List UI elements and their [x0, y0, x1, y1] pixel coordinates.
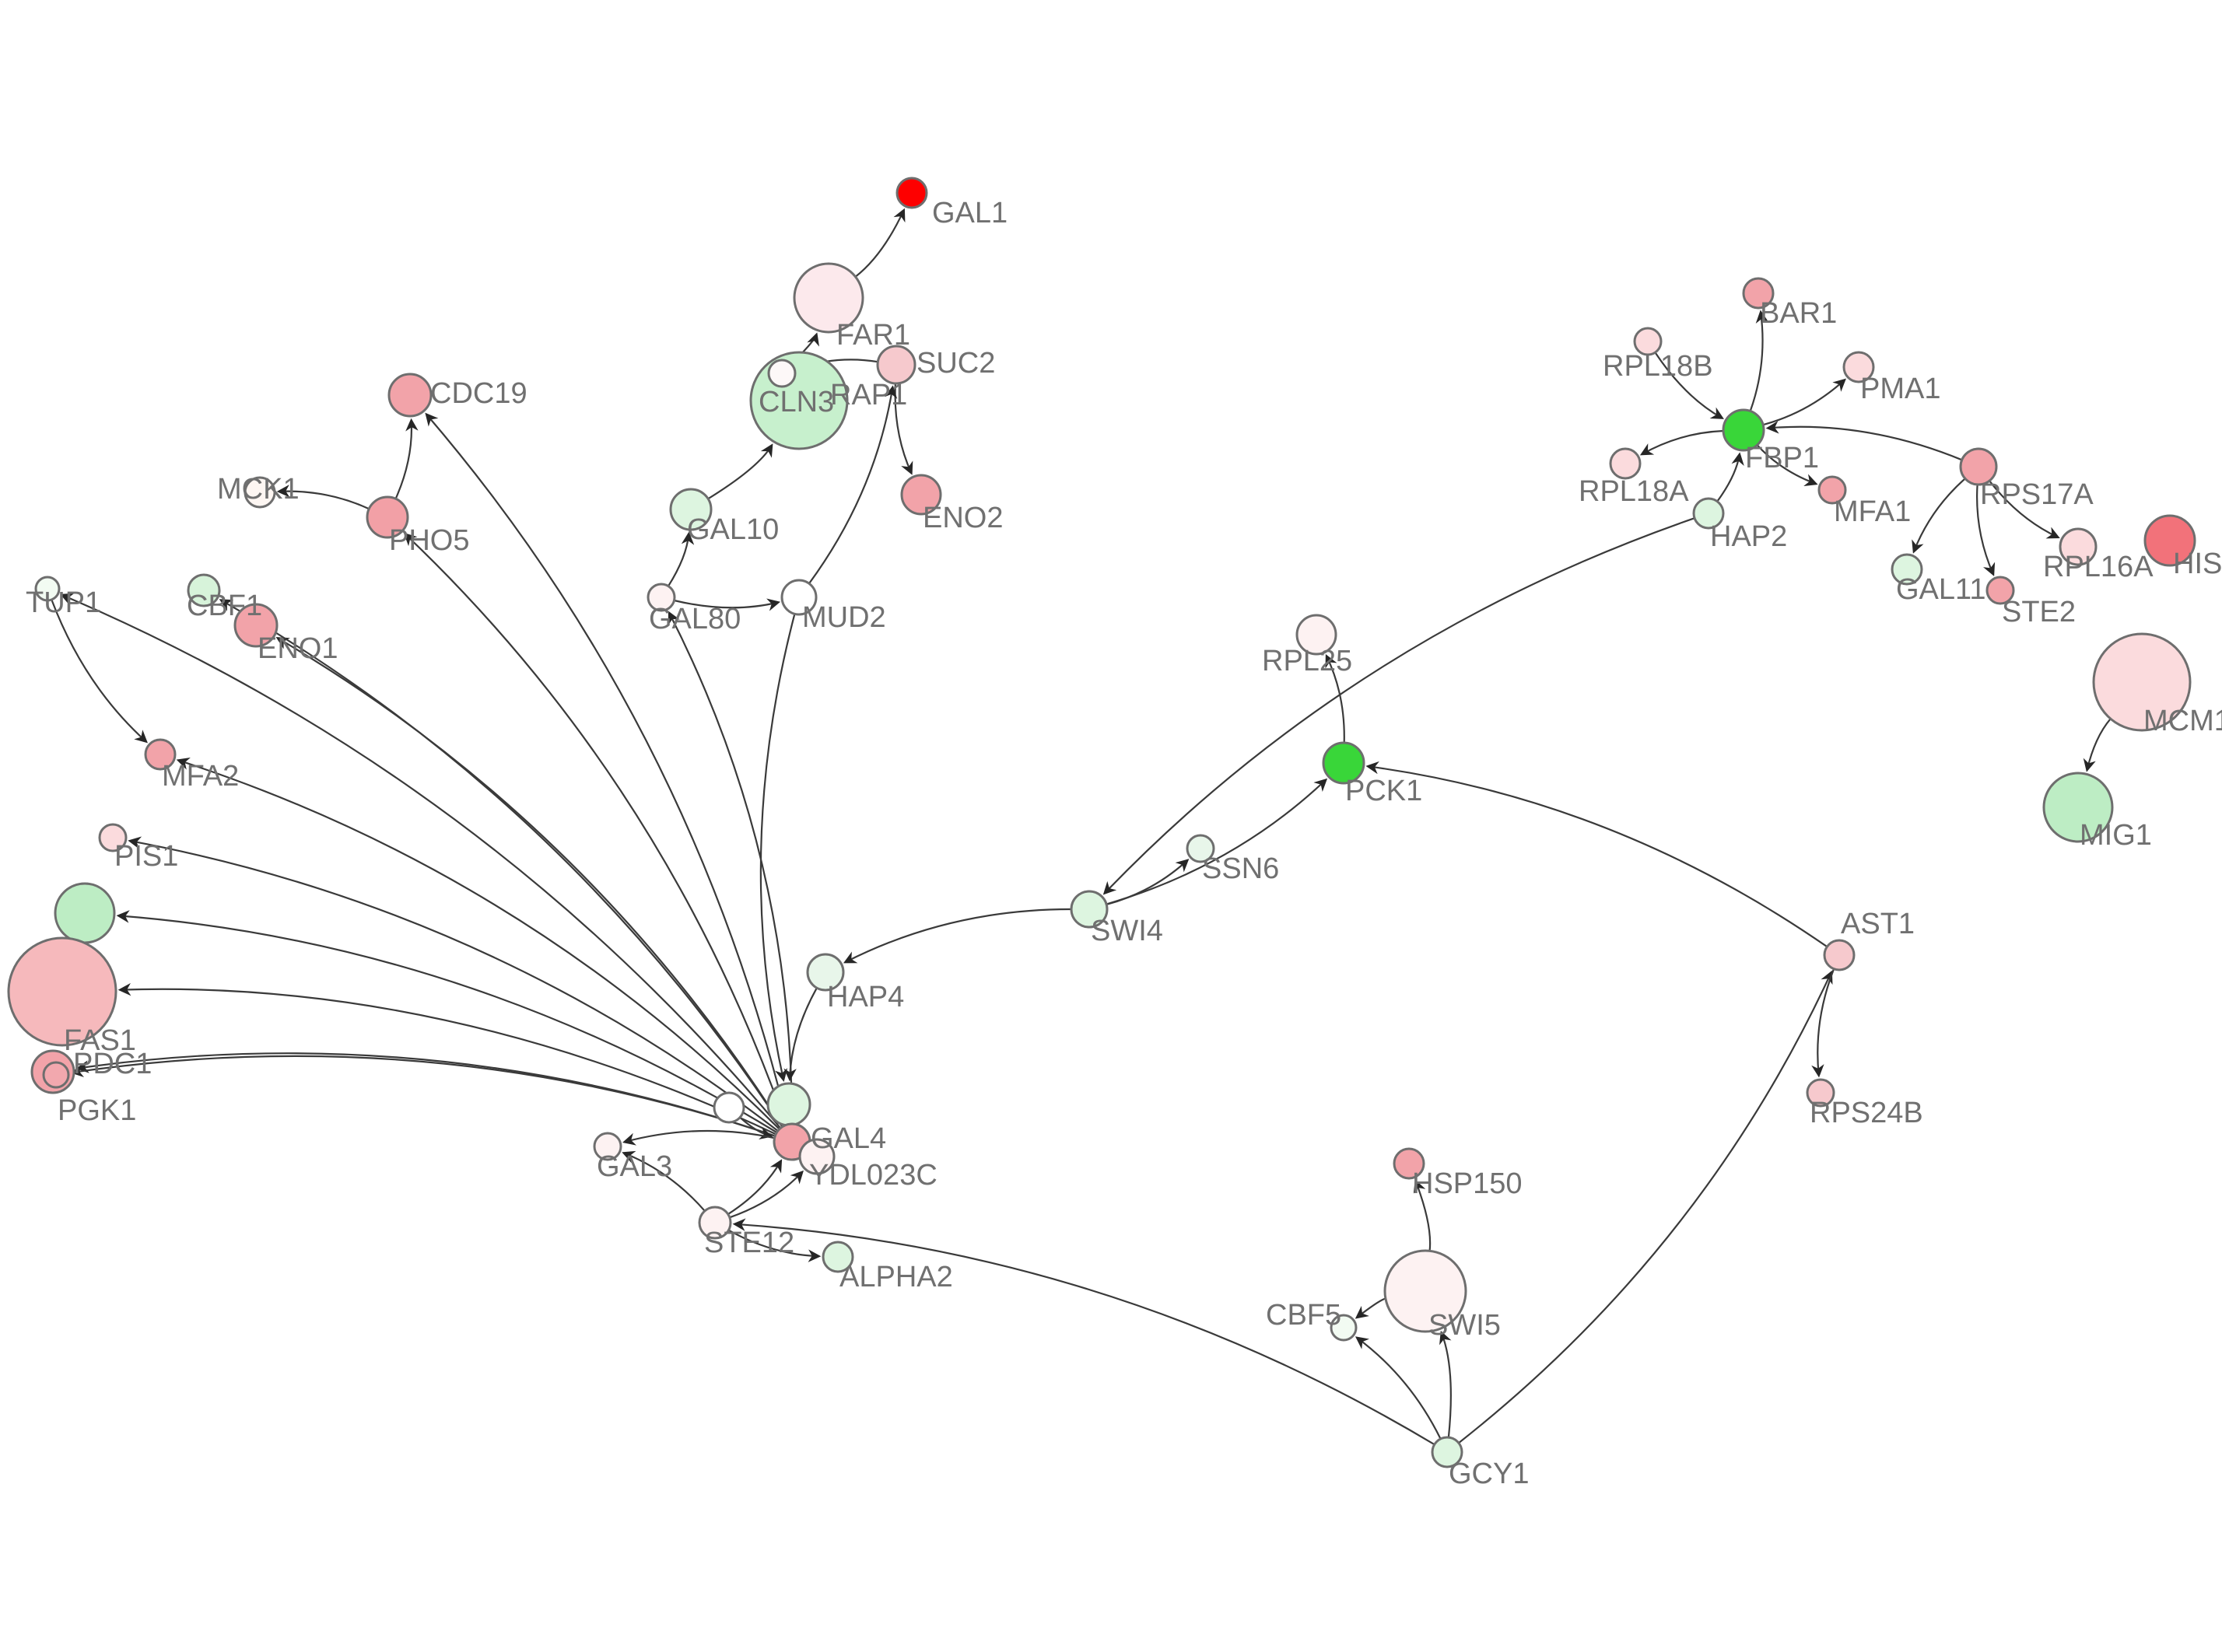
svg-text:RPL25: RPL25 — [1262, 645, 1352, 677]
svg-text:RPL16A: RPL16A — [2043, 551, 2154, 583]
svg-text:MIG1: MIG1 — [2080, 819, 2152, 852]
svg-text:RAP1: RAP1 — [830, 379, 907, 411]
svg-text:STE2: STE2 — [2002, 596, 2076, 628]
svg-text:MFA1: MFA1 — [1834, 495, 1911, 528]
svg-text:ALPHA2: ALPHA2 — [839, 1261, 953, 1293]
svg-text:PMA1: PMA1 — [1860, 373, 1940, 405]
svg-text:ENO1: ENO1 — [258, 632, 338, 665]
svg-text:AST1: AST1 — [1841, 908, 1915, 940]
svg-text:CLN3: CLN3 — [759, 386, 834, 418]
svg-text:MFA2: MFA2 — [162, 760, 239, 793]
svg-text:CBF5: CBF5 — [1266, 1299, 1341, 1332]
svg-text:BAR1: BAR1 — [1760, 297, 1837, 330]
svg-text:FBP1: FBP1 — [1745, 442, 1819, 474]
svg-text:PDC1: PDC1 — [73, 1048, 152, 1080]
svg-text:FAR1: FAR1 — [836, 319, 910, 352]
svg-text:RPL18B: RPL18B — [1603, 350, 1713, 383]
svg-text:PIS1: PIS1 — [114, 840, 178, 873]
svg-text:SSN6: SSN6 — [1202, 852, 1279, 885]
svg-text:PHO5: PHO5 — [389, 524, 469, 557]
svg-text:HAP4: HAP4 — [827, 981, 904, 1013]
svg-text:HSP150: HSP150 — [1412, 1167, 1523, 1200]
svg-text:SWI4: SWI4 — [1091, 915, 1163, 947]
svg-text:SWI5: SWI5 — [1428, 1309, 1501, 1342]
svg-text:PGK1: PGK1 — [58, 1094, 136, 1127]
svg-text:HAP2: HAP2 — [1710, 520, 1787, 553]
svg-text:GCY1: GCY1 — [1449, 1458, 1529, 1490]
svg-text:RPS17A: RPS17A — [1980, 478, 2094, 511]
svg-text:GAL4: GAL4 — [811, 1122, 886, 1155]
svg-text:RPS24B: RPS24B — [1810, 1097, 1923, 1129]
svg-text:CDC19: CDC19 — [430, 377, 527, 410]
svg-text:YDL023C: YDL023C — [809, 1159, 938, 1192]
svg-text:PCK1: PCK1 — [1345, 775, 1422, 807]
svg-text:GAL10: GAL10 — [687, 513, 779, 546]
svg-text:STE12: STE12 — [704, 1227, 794, 1259]
svg-text:SUC2: SUC2 — [916, 347, 995, 380]
svg-text:GAL3: GAL3 — [597, 1150, 672, 1183]
svg-text:RPL18A: RPL18A — [1579, 475, 1689, 508]
svg-text:GAL1: GAL1 — [932, 197, 1008, 229]
svg-text:GAL11: GAL11 — [1896, 573, 1985, 606]
svg-text:HIS4: HIS4 — [2173, 548, 2222, 580]
svg-text:MCM1: MCM1 — [2143, 705, 2222, 737]
svg-text:GAL80: GAL80 — [649, 603, 741, 635]
svg-text:CBF1: CBF1 — [187, 590, 262, 622]
svg-text:TUP1: TUP1 — [26, 586, 101, 619]
svg-text:ENO2: ENO2 — [923, 502, 1003, 534]
svg-text:MCK1: MCK1 — [217, 473, 300, 506]
svg-text:MUD2: MUD2 — [802, 601, 886, 634]
